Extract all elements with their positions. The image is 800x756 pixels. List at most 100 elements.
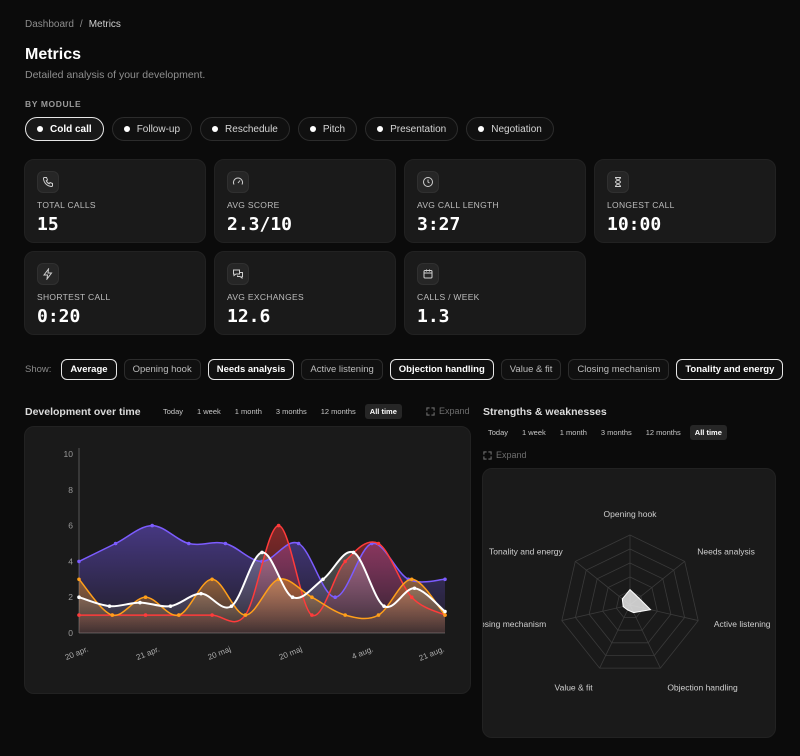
strengths-expand-button[interactable]: Expand (483, 450, 527, 460)
data-point-objection-handling (310, 613, 314, 617)
filter-average[interactable]: Average (61, 359, 117, 380)
radar-chart-svg: Opening hook Needs analysis Active listeni… (483, 509, 771, 692)
data-point-needs-analysis (223, 541, 228, 546)
stat-label: AVG SCORE (227, 200, 280, 210)
breadcrumb-dashboard-link[interactable]: Dashboard (25, 19, 74, 30)
module-chip-label: Negotiation (491, 123, 542, 135)
filter-opening-hook[interactable]: Opening hook (123, 359, 201, 380)
sw-range-3-months[interactable]: 3 months (600, 428, 632, 437)
filter-objection-handling[interactable]: Objection handling (389, 359, 494, 380)
data-point-tonality-and-energy (210, 577, 214, 582)
module-section-label: BY MODULE (25, 99, 82, 109)
radar-grid-ring (615, 590, 645, 619)
module-chip-follow-up[interactable]: Follow-up (111, 117, 193, 141)
data-point-objection-handling (409, 595, 414, 599)
strengths-radar-chart: Opening hook Needs analysis Active listeni… (482, 468, 776, 738)
stat-value: 15 (37, 214, 59, 235)
filter-value-fit[interactable]: Value & fit (500, 359, 562, 380)
dev-range-1-month[interactable]: 1 month (234, 407, 262, 416)
filter-active-listening[interactable]: Active listening (301, 359, 383, 380)
filter-closing-mechanism[interactable]: Closing mechanism (568, 359, 670, 380)
dev-range-12-months[interactable]: 12 months (320, 407, 356, 416)
module-chip-pitch[interactable]: Pitch (297, 117, 358, 141)
radar-grid-ring (574, 548, 686, 656)
sw-range-today[interactable]: Today (488, 428, 509, 437)
phone-icon (37, 171, 59, 193)
radar-axis-line (629, 604, 661, 669)
show-label: Show: (25, 364, 52, 375)
data-point-average (290, 595, 295, 599)
radar-axis-label: Closing mechanism (483, 619, 546, 629)
stat-value: 0:20 (37, 306, 81, 327)
data-point-average (229, 604, 234, 608)
stat-card-calls-per-week: CALLS / WEEK 1.3 (404, 251, 586, 335)
data-point-average (260, 550, 264, 555)
data-point-objection-handling (77, 613, 81, 617)
data-point-tonality-and-energy (243, 613, 248, 617)
data-point-tonality-and-energy (77, 577, 81, 582)
sw-range-all-time[interactable]: All time (689, 425, 727, 440)
sw-range-1-week[interactable]: 1 week (522, 428, 546, 437)
data-point-needs-analysis (333, 595, 338, 599)
module-chip-label: Follow-up (136, 123, 181, 135)
dev-range-all-time[interactable]: All time (364, 404, 402, 419)
data-point-average (443, 609, 447, 614)
data-point-average (351, 550, 356, 555)
development-expand-button[interactable]: Expand (426, 406, 470, 416)
stat-label: AVG EXCHANGES (227, 292, 304, 302)
data-point-tonality-and-energy (376, 613, 381, 617)
filter-needs-analysis[interactable]: Needs analysis (207, 359, 295, 380)
data-point-needs-analysis (187, 541, 191, 546)
stat-label: TOTAL CALLS (37, 200, 96, 210)
dev-range-today[interactable]: Today (163, 407, 184, 416)
module-chip-cold-call[interactable]: Cold call (25, 117, 104, 141)
page-subtitle: Detailed analysis of your development. (25, 69, 206, 81)
lightning-icon (37, 263, 59, 285)
data-point-average (412, 586, 417, 591)
stat-card-avg-score: AVG SCORE 2.3/10 (214, 159, 396, 243)
dev-range-3-months[interactable]: 3 months (275, 407, 307, 416)
data-point-tonality-and-energy (310, 595, 314, 599)
module-selector: Cold call Follow-up Reschedule Pitch Pre… (25, 117, 554, 141)
module-chip-reschedule[interactable]: Reschedule (200, 117, 290, 141)
data-point-average (382, 604, 386, 608)
development-chart-svg: 0 2 4 6 8 10 20 apr. 21 apr. 20 maj 20 maj 4 aug. 2… (64, 448, 447, 663)
breadcrumb-current: Metrics (88, 19, 121, 30)
hourglass-icon (607, 171, 629, 193)
filter-tonality-energy[interactable]: Tonality and energy (676, 359, 784, 380)
data-point-needs-analysis (150, 523, 154, 528)
x-tick-label: 20 apr. (64, 645, 90, 663)
data-point-average (168, 604, 173, 608)
expand-icon (483, 450, 492, 460)
sw-range-1-month[interactable]: 1 month (559, 428, 587, 437)
radar-value-polygon (621, 588, 652, 614)
page-title: Metrics (25, 46, 82, 63)
module-chip-label: Reschedule (225, 123, 278, 135)
development-range-selector: Today 1 week 1 month 3 months 12 months … (158, 404, 402, 419)
expand-label: Expand (439, 406, 470, 416)
radar-axis-label: Value & fit (555, 682, 594, 692)
stat-label: LONGEST CALL (607, 200, 675, 210)
dot-icon (377, 126, 384, 132)
module-chip-label: Cold call (50, 123, 92, 135)
data-point-objection-handling (276, 523, 281, 528)
data-point-average (107, 604, 112, 608)
radar-axis-line (599, 604, 631, 669)
data-point-tonality-and-energy (110, 613, 115, 617)
clock-icon (417, 171, 439, 193)
stat-card-avg-exchanges: AVG EXCHANGES 12.6 (214, 251, 396, 335)
data-point-tonality-and-energy (443, 613, 447, 617)
sw-range-12-months[interactable]: 12 months (645, 428, 681, 437)
stat-value: 2.3/10 (227, 214, 293, 235)
y-tick-label: 8 (68, 485, 73, 495)
strengths-range-selector: Today 1 week 1 month 3 months 12 months … (483, 425, 727, 440)
module-chip-negotiation[interactable]: Negotiation (466, 117, 554, 141)
data-point-average (77, 595, 81, 599)
dev-range-1-week[interactable]: 1 week (197, 407, 221, 416)
data-point-needs-analysis (113, 541, 118, 546)
module-chip-presentation[interactable]: Presentation (365, 117, 459, 141)
data-point-objection-handling (143, 613, 148, 617)
calendar-icon (417, 263, 439, 285)
data-point-average (321, 577, 325, 582)
x-tick-label: 20 maj (278, 644, 304, 661)
